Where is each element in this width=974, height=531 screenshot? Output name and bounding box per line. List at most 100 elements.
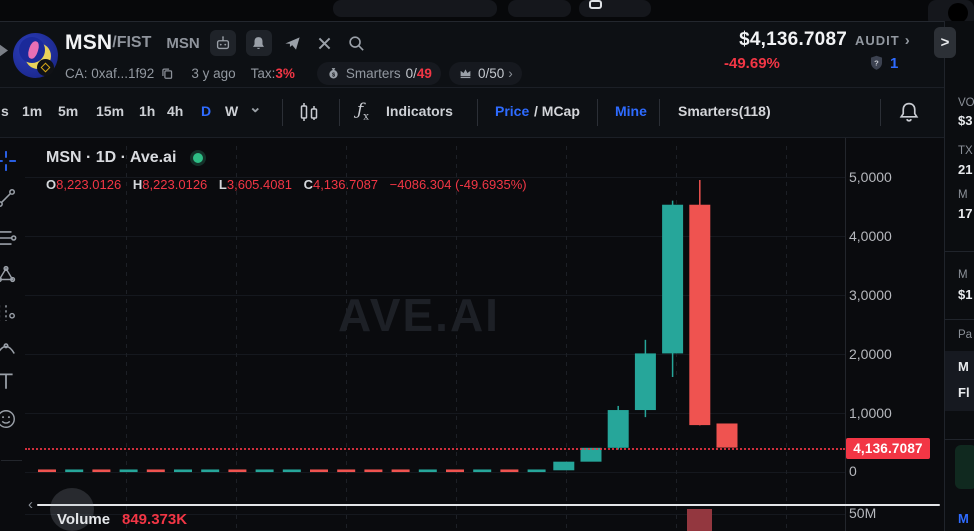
stat-label: Pa [958, 329, 973, 341]
chain-badge-icon [37, 59, 54, 76]
indicators-button[interactable]: Indicators [386, 103, 453, 119]
token-symbol: MSN [166, 34, 200, 52]
alert-bell-icon[interactable] [897, 100, 921, 124]
smarters-zero: 0/ [405, 65, 417, 81]
moneybag-icon: $ [329, 67, 338, 78]
stat-value: M [958, 359, 969, 374]
emoji-tool-icon[interactable] [0, 408, 17, 430]
telegram-icon[interactable] [282, 32, 304, 54]
price-axis-tag: 4,136.7087 [846, 438, 930, 459]
fx-icon[interactable]: ƒx [357, 100, 369, 123]
y-tick: 2,0000 [849, 346, 892, 362]
volume-label: Volume [57, 511, 111, 528]
svg-text:$: $ [332, 72, 336, 78]
svg-text:?: ? [874, 59, 879, 68]
top-chip-circle [948, 3, 968, 23]
tf-1m[interactable]: 1m [22, 103, 43, 119]
notification-bell-icon[interactable] [245, 30, 272, 56]
bot-icon[interactable] [209, 30, 236, 56]
tools-divider [1, 460, 22, 461]
price-toggle[interactable]: Price [495, 103, 530, 119]
forecast-tool-icon[interactable] [0, 302, 17, 324]
stat-label: M [958, 189, 968, 201]
crosshair-tool-icon[interactable] [0, 150, 17, 172]
y-tick: 5,0000 [849, 169, 892, 185]
tf-1d-active[interactable]: D [201, 103, 212, 119]
top-chip [579, 0, 651, 17]
stat-value: 21 [958, 162, 973, 177]
tf-1h[interactable]: 1h [139, 103, 156, 119]
crown-icon [460, 68, 471, 78]
smarters-pill[interactable]: $ Smarters 0/49 [316, 61, 441, 85]
audit-link[interactable]: AUDIT › [855, 32, 910, 49]
stat-value: 17 [958, 206, 973, 221]
token-avatar[interactable] [13, 33, 58, 78]
y-tick: 4,0000 [849, 228, 892, 244]
pair-card[interactable] [945, 351, 974, 411]
price-axis[interactable] [845, 138, 846, 531]
y-tick: 3,0000 [849, 287, 892, 303]
tax-label: Tax: [250, 65, 276, 81]
token-header: MSN /FIST MSN [0, 21, 956, 88]
candlestick-plot[interactable] [25, 138, 845, 505]
top-holders-value: 0/50 [477, 65, 505, 81]
shield-question-icon: ? [870, 55, 883, 70]
contract-address[interactable]: CA: 0xaf...1f92 [65, 65, 155, 81]
tf-cut[interactable]: s [1, 103, 9, 119]
tax-value: 3% [275, 65, 295, 81]
stat-value: $3 [958, 113, 973, 128]
status-dot-icon [190, 150, 207, 166]
y-tick: 1,0000 [849, 405, 892, 421]
panel-collapse-button[interactable]: > [934, 27, 956, 58]
stat-label: TX [958, 145, 973, 157]
right-stats-panel[interactable]: VO $3 TX 21 M 17 M $1 Pa M Fl M [944, 21, 974, 531]
chart-toolbar: s 1m 5m 15m 1h 4h D W ⌄ ƒx Indicators Pr… [0, 88, 944, 138]
buy-widget-fragment[interactable] [955, 445, 974, 489]
chevron-right-icon: › [904, 32, 910, 49]
text-tool-icon[interactable] [0, 370, 17, 392]
chart-type-icon[interactable] [296, 100, 322, 126]
tf-5m[interactable]: 5m [58, 103, 79, 119]
chevron-down-icon[interactable]: ⌄ [249, 99, 262, 116]
ave-watermark: AVE.AI [338, 289, 500, 341]
volume-bar [687, 509, 712, 531]
fib-tool-icon[interactable] [0, 227, 17, 249]
volume-watermark [50, 488, 94, 531]
volume-pane-collapse[interactable]: ‹ [28, 496, 33, 513]
pane-divider[interactable] [37, 504, 940, 506]
smarters-tab[interactable]: Smarters(118) [678, 103, 771, 119]
chart-legend: MSN · 1D · Ave.ai [46, 149, 207, 167]
token-name: MSN [65, 31, 113, 54]
volume-value: 849.373K [122, 511, 188, 528]
drawing-toolbar [0, 140, 25, 480]
current-price-line [25, 448, 845, 450]
y-tick: 0 [849, 463, 857, 479]
arc-tool-icon[interactable] [0, 337, 17, 359]
mine-tab[interactable]: Mine [615, 103, 647, 119]
stat-label: M [958, 269, 968, 281]
volume-axis-tick: 50M [849, 505, 877, 521]
top-chip [333, 0, 497, 17]
tf-15m[interactable]: 15m [96, 103, 125, 119]
token-pair: /FIST [112, 34, 152, 51]
stat-value: Fl [958, 385, 970, 400]
top-holders-pill[interactable]: 0/50 › [448, 61, 522, 85]
top-chip [508, 0, 571, 17]
audit-score[interactable]: ? 1 [868, 54, 898, 72]
pattern-tool-icon[interactable] [0, 263, 17, 285]
x-twitter-icon[interactable] [314, 32, 336, 54]
token-age: 3 y ago [191, 65, 236, 81]
trendline-tool-icon[interactable] [0, 187, 17, 209]
smarters-label: Smarters [345, 65, 401, 81]
tf-1w[interactable]: W [225, 103, 239, 119]
edge-fragment [0, 44, 8, 57]
audit-count: 1 [890, 54, 899, 72]
smarters-max: 49 [416, 65, 432, 81]
copy-icon[interactable] [160, 66, 174, 80]
tf-4h[interactable]: 4h [167, 103, 184, 119]
chevron-right-icon: › [508, 65, 513, 81]
stat-value: M [958, 511, 969, 526]
mcap-toggle[interactable]: / MCap [534, 103, 580, 119]
search-icon[interactable] [346, 32, 368, 54]
